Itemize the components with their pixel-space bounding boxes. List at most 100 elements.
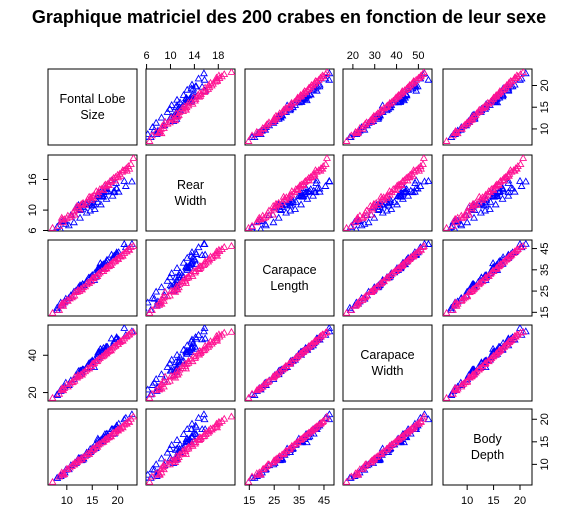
data-point-f	[85, 278, 94, 286]
data-point-f	[452, 386, 461, 394]
tick-label: 25	[268, 495, 280, 507]
data-point-f	[475, 278, 484, 286]
data-point-f	[147, 389, 156, 397]
data-point-m	[173, 275, 182, 283]
data-point-f	[270, 456, 279, 464]
data-point-f	[495, 177, 504, 185]
data-point-f	[415, 166, 424, 174]
data-point-f	[296, 90, 305, 98]
data-point-m	[200, 325, 209, 331]
data-point-f	[502, 173, 511, 181]
data-point-m	[325, 69, 334, 77]
data-point-f	[95, 353, 104, 361]
data-point-f	[516, 160, 525, 168]
data-point-f	[85, 449, 94, 457]
data-point-f	[125, 245, 134, 253]
data-point-m	[402, 187, 411, 195]
panel-3-2	[244, 324, 335, 402]
data-point-m	[165, 359, 174, 367]
data-point-m	[163, 448, 172, 456]
data-point-f	[310, 337, 319, 345]
data-point-f	[480, 102, 489, 110]
data-point-f	[81, 200, 90, 208]
data-point-f	[227, 241, 235, 249]
data-point-f	[448, 305, 457, 313]
data-point-f	[417, 245, 425, 253]
data-point-f	[472, 282, 481, 290]
data-point-f	[461, 378, 470, 386]
data-point-f	[180, 359, 189, 367]
tick-label: 15	[243, 495, 255, 507]
data-point-f	[448, 221, 457, 229]
data-point-f	[111, 341, 120, 349]
data-point-f	[59, 218, 68, 226]
data-point-f	[385, 272, 394, 280]
data-point-f	[385, 98, 394, 106]
data-point-f	[159, 293, 168, 301]
data-point-m	[165, 104, 174, 112]
data-point-f	[510, 166, 519, 174]
data-point-f	[59, 301, 68, 309]
data-point-m	[250, 391, 259, 399]
tick-label: 6	[27, 227, 39, 233]
data-point-f	[163, 377, 172, 385]
data-point-m	[353, 225, 360, 231]
panel-1-1: Rear Width	[145, 154, 236, 232]
data-point-m	[404, 191, 413, 199]
data-point-f	[512, 330, 521, 338]
variable-label: Fontal Lobe Size	[59, 92, 125, 122]
data-point-f	[199, 87, 208, 94]
data-point-m	[402, 185, 411, 193]
data-point-f	[215, 332, 224, 340]
panel-grid: Fontal Lobe Size Rear Width Carapace Length Ca…	[27, 50, 551, 507]
data-point-f	[279, 192, 288, 200]
data-point-f	[382, 274, 391, 282]
data-point-m	[507, 184, 515, 192]
data-point-f	[271, 370, 280, 378]
data-point-m	[165, 273, 174, 281]
data-point-m	[424, 240, 432, 247]
data-point-f	[419, 241, 428, 249]
data-point-m	[516, 176, 524, 184]
data-point-f	[89, 445, 98, 453]
data-point-f	[122, 247, 131, 255]
data-point-f	[271, 199, 280, 207]
panel-2-1	[145, 239, 236, 317]
data-point-f	[201, 428, 210, 436]
data-point-m	[345, 473, 354, 481]
bottom-axis-2: 15 25 35 45	[243, 484, 330, 507]
data-point-f	[93, 442, 102, 450]
data-point-f	[377, 105, 386, 113]
tick-label: 10	[461, 495, 473, 507]
data-point-f	[377, 278, 386, 286]
data-point-f	[415, 419, 424, 427]
tick-label: 10	[164, 50, 176, 62]
bottom-axis-0: 10 15 20	[61, 484, 124, 507]
data-point-m	[321, 182, 330, 189]
data-point-f	[351, 301, 360, 309]
panel-frame	[145, 154, 236, 232]
data-point-f	[118, 166, 127, 174]
data-point-f	[513, 72, 522, 80]
data-point-f	[180, 274, 189, 282]
data-point-f	[510, 247, 519, 255]
panel-frame	[342, 324, 433, 402]
data-point-f	[75, 205, 84, 213]
data-point-f	[393, 181, 402, 189]
data-point-f	[213, 75, 222, 83]
data-point-f	[394, 182, 403, 190]
data-point-f	[85, 364, 94, 372]
data-point-f	[182, 364, 190, 372]
panel-4-4: Body Depth	[442, 408, 533, 486]
data-point-m	[112, 334, 121, 342]
tick-label: 20	[539, 413, 551, 425]
data-point-f	[48, 477, 57, 485]
data-point-f	[158, 294, 167, 302]
data-point-f	[173, 285, 182, 293]
variable-label: Carapace Width	[360, 348, 414, 378]
data-point-f	[284, 193, 293, 201]
data-point-f	[227, 69, 235, 75]
data-point-m	[357, 221, 366, 229]
data-point-f	[492, 90, 501, 98]
panel-1-3	[342, 154, 433, 232]
